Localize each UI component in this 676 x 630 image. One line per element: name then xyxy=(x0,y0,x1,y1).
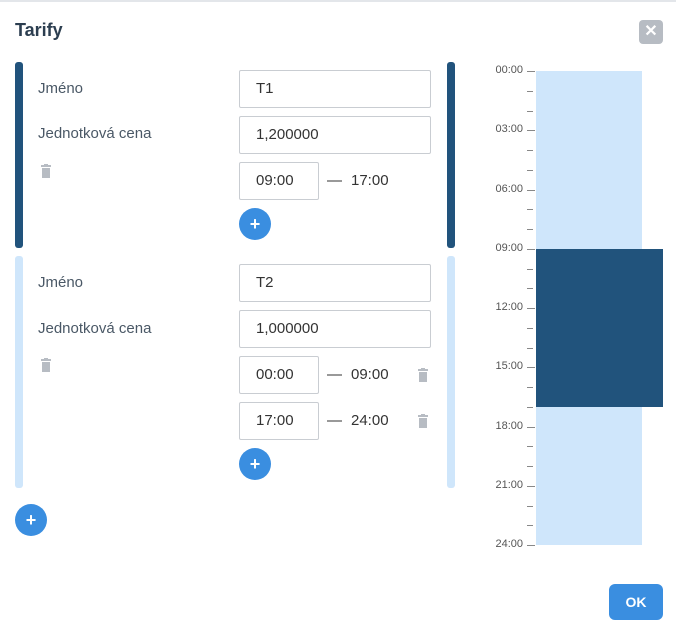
plus-icon: + xyxy=(249,214,261,234)
timeline-tick-label: 03:00 xyxy=(495,123,523,135)
interval-dash: — xyxy=(327,366,342,383)
timeline-block-t1 xyxy=(536,248,663,407)
dialog-title: Tarify xyxy=(15,20,63,40)
ok-button[interactable]: OK xyxy=(609,584,663,620)
tariff-1-name-field[interactable]: T1 xyxy=(239,70,431,108)
timeline-tick xyxy=(527,407,533,408)
timeline-block-t2 xyxy=(536,406,642,545)
tariff-2-left-bar xyxy=(15,256,23,488)
name-label: Jméno xyxy=(38,274,84,291)
tariff-1-right-bar xyxy=(447,62,455,248)
tariff-1-interval-1-start[interactable]: 09:00 xyxy=(239,162,319,200)
timeline-tick xyxy=(527,288,533,289)
timeline-block-t2 xyxy=(536,71,642,249)
timeline-tick xyxy=(527,91,533,92)
timeline-tick xyxy=(527,446,533,447)
unit-price-label: Jednotková cena xyxy=(38,125,152,142)
timeline-tick-label: 06:00 xyxy=(495,183,523,195)
timeline-tick xyxy=(527,367,535,368)
timeline-tick-label: 24:00 xyxy=(495,538,523,550)
tariff-2-name-field[interactable]: T2 xyxy=(239,264,431,302)
timeline-tick xyxy=(527,209,533,210)
tariff-2-interval-1-delete-icon[interactable] xyxy=(418,368,428,382)
tariff-2-delete-icon[interactable] xyxy=(41,358,51,372)
tariff-2-interval-1-start[interactable]: 00:00 xyxy=(239,356,319,394)
tariff-2-interval-2-start[interactable]: 17:00 xyxy=(239,402,319,440)
timeline-tick xyxy=(527,525,533,526)
timeline-tick xyxy=(527,170,533,171)
tariff-1-price-field[interactable]: 1,200000 xyxy=(239,116,431,154)
timeline-tick-label: 15:00 xyxy=(495,360,523,372)
interval-dash: — xyxy=(327,412,342,429)
close-icon: ✕ xyxy=(644,23,658,40)
timeline-tick xyxy=(527,506,533,507)
timeline-tick xyxy=(527,150,533,151)
interval-dash: — xyxy=(327,172,342,189)
tariff-2-interval-2-delete-icon[interactable] xyxy=(418,414,428,428)
timeline-tick xyxy=(527,190,535,191)
timeline-tick xyxy=(527,71,535,72)
tariff-2-interval-2-end[interactable]: 24:00 xyxy=(351,412,389,429)
tariff-1-interval-1-end[interactable]: 17:00 xyxy=(351,172,389,189)
timeline-tick-label: 09:00 xyxy=(495,242,523,254)
tariff-1-add-interval-button[interactable]: + xyxy=(239,208,271,240)
timeline-tick xyxy=(527,466,533,467)
tariff-2-right-bar xyxy=(447,256,455,488)
timeline-tick xyxy=(527,348,533,349)
timeline-tick xyxy=(527,269,533,270)
tariff-2-price-field[interactable]: 1,000000 xyxy=(239,310,431,348)
timeline-tick xyxy=(527,328,533,329)
tariff-2-add-interval-button[interactable]: + xyxy=(239,448,271,480)
plus-icon: + xyxy=(249,454,261,474)
timeline-tick-label: 00:00 xyxy=(495,64,523,76)
top-border xyxy=(0,0,676,2)
timeline-tick xyxy=(527,249,535,250)
timeline-tick xyxy=(527,130,535,131)
timeline-tick-label: 18:00 xyxy=(495,420,523,432)
close-button[interactable]: ✕ xyxy=(639,20,663,44)
name-label: Jméno xyxy=(38,80,84,97)
timeline-tick xyxy=(527,486,535,487)
timeline-tick-label: 12:00 xyxy=(495,301,523,313)
timeline-tick xyxy=(527,111,533,112)
tariff-2-interval-1-end[interactable]: 09:00 xyxy=(351,366,389,383)
tariff-1-left-bar xyxy=(15,62,23,248)
timeline-tick xyxy=(527,308,535,309)
timeline-tick xyxy=(527,427,535,428)
timeline-tick xyxy=(527,545,535,546)
add-tariff-button[interactable]: + xyxy=(15,504,47,536)
plus-icon: + xyxy=(25,510,37,530)
timeline-tick xyxy=(527,229,533,230)
tariff-1-delete-icon[interactable] xyxy=(41,164,51,178)
timeline-tick xyxy=(527,387,533,388)
timeline-tick-label: 21:00 xyxy=(495,479,523,491)
unit-price-label: Jednotková cena xyxy=(38,320,152,337)
